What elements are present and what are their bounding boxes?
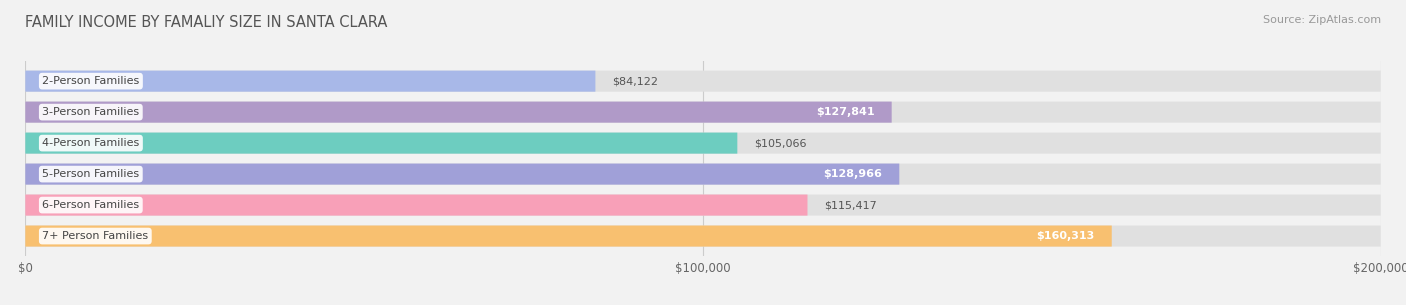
Text: 4-Person Families: 4-Person Families	[42, 138, 139, 148]
FancyBboxPatch shape	[25, 70, 1381, 92]
FancyBboxPatch shape	[25, 225, 1381, 247]
FancyBboxPatch shape	[25, 102, 1381, 123]
FancyBboxPatch shape	[25, 133, 1381, 154]
FancyBboxPatch shape	[25, 133, 737, 154]
Text: 3-Person Families: 3-Person Families	[42, 107, 139, 117]
Text: 5-Person Families: 5-Person Families	[42, 169, 139, 179]
Text: $115,417: $115,417	[824, 200, 877, 210]
FancyBboxPatch shape	[25, 195, 807, 216]
Text: $127,841: $127,841	[815, 107, 875, 117]
FancyBboxPatch shape	[25, 163, 900, 185]
FancyBboxPatch shape	[25, 70, 595, 92]
Text: $160,313: $160,313	[1036, 231, 1095, 241]
Text: 7+ Person Families: 7+ Person Families	[42, 231, 149, 241]
Text: $128,966: $128,966	[824, 169, 883, 179]
Text: FAMILY INCOME BY FAMALIY SIZE IN SANTA CLARA: FAMILY INCOME BY FAMALIY SIZE IN SANTA C…	[25, 15, 388, 30]
FancyBboxPatch shape	[25, 195, 1381, 216]
Text: $105,066: $105,066	[754, 138, 807, 148]
Text: 6-Person Families: 6-Person Families	[42, 200, 139, 210]
FancyBboxPatch shape	[25, 102, 891, 123]
Text: $84,122: $84,122	[613, 76, 658, 86]
FancyBboxPatch shape	[25, 225, 1112, 247]
Text: 2-Person Families: 2-Person Families	[42, 76, 139, 86]
FancyBboxPatch shape	[25, 163, 1381, 185]
Text: Source: ZipAtlas.com: Source: ZipAtlas.com	[1263, 15, 1381, 25]
